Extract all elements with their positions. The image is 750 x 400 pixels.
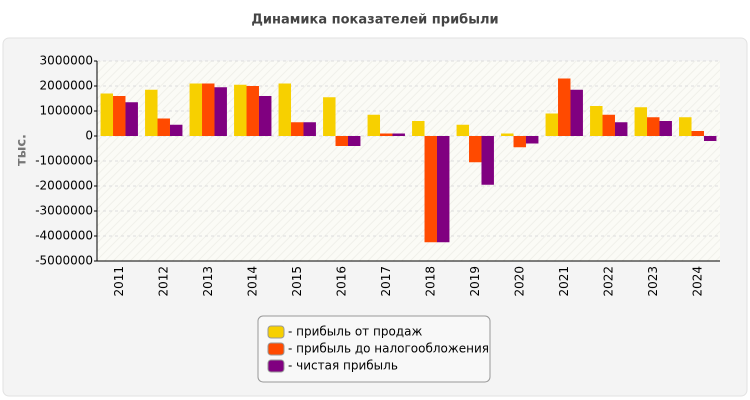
x-tick-label: 2015 bbox=[290, 266, 304, 297]
bar bbox=[347, 136, 361, 146]
bar bbox=[380, 133, 393, 136]
bar bbox=[570, 89, 583, 136]
y-tick-label: -1000000 bbox=[35, 154, 93, 168]
y-tick-label: -4000000 bbox=[35, 229, 93, 243]
bar bbox=[412, 121, 425, 136]
x-tick-label: 2018 bbox=[423, 266, 437, 297]
bar bbox=[214, 87, 227, 136]
bar bbox=[525, 136, 539, 144]
bar bbox=[278, 83, 292, 136]
bar bbox=[392, 133, 405, 136]
bar bbox=[614, 122, 628, 136]
bar bbox=[590, 106, 603, 136]
x-tick-label: 2021 bbox=[557, 266, 571, 297]
bar bbox=[323, 97, 336, 136]
legend-swatch bbox=[267, 325, 285, 339]
y-tick-label: -3000000 bbox=[35, 204, 93, 218]
chart-title: Динамика показателей прибыли bbox=[251, 13, 498, 28]
bar bbox=[335, 136, 348, 146]
bar bbox=[145, 89, 158, 136]
bar bbox=[469, 136, 482, 163]
legend-label: - прибыль от продаж bbox=[288, 325, 422, 339]
bar bbox=[157, 118, 170, 136]
bar bbox=[202, 83, 215, 136]
bar bbox=[169, 124, 183, 136]
y-tick-label: -2000000 bbox=[35, 179, 93, 193]
y-tick-label: -5000000 bbox=[35, 254, 93, 268]
bar bbox=[424, 136, 437, 243]
bar bbox=[367, 114, 381, 136]
bar bbox=[436, 136, 450, 243]
x-tick-label: 2023 bbox=[646, 266, 660, 297]
legend-label: - прибыль до налогообложения bbox=[288, 342, 489, 356]
bar bbox=[558, 78, 571, 136]
x-tick-label: 2014 bbox=[245, 266, 259, 297]
x-tick-label: 2013 bbox=[201, 266, 215, 297]
bar bbox=[647, 117, 660, 136]
x-tick-label: 2019 bbox=[468, 266, 482, 297]
legend-swatch bbox=[267, 359, 285, 373]
bar bbox=[125, 102, 138, 136]
bar bbox=[691, 131, 704, 136]
x-tick-label: 2022 bbox=[601, 266, 615, 297]
bar bbox=[189, 83, 203, 136]
bar bbox=[602, 114, 615, 136]
bar bbox=[501, 133, 514, 136]
bar bbox=[703, 136, 717, 141]
bar bbox=[291, 122, 304, 136]
x-tick-label: 2020 bbox=[512, 266, 526, 297]
x-tick-label: 2016 bbox=[334, 266, 348, 297]
legend bbox=[257, 315, 491, 383]
bar bbox=[513, 136, 526, 148]
bar bbox=[545, 113, 559, 136]
bar bbox=[234, 84, 247, 136]
legend-swatch bbox=[267, 342, 285, 356]
x-tick-label: 2024 bbox=[690, 266, 704, 297]
bar bbox=[100, 93, 114, 136]
x-tick-label: 2011 bbox=[112, 266, 126, 297]
y-tick-label: 3000000 bbox=[40, 54, 93, 68]
legend-label: - чистая прибыль bbox=[288, 359, 398, 373]
bar bbox=[456, 124, 470, 136]
y-tick-label: 1000000 bbox=[40, 104, 93, 118]
bar bbox=[246, 86, 259, 136]
x-tick-label: 2017 bbox=[379, 266, 393, 297]
x-tick-label: 2012 bbox=[156, 266, 170, 297]
bar bbox=[481, 136, 494, 185]
y-tick-label: 2000000 bbox=[40, 79, 93, 93]
bar bbox=[303, 122, 316, 136]
y-axis-label: тыс. bbox=[15, 134, 30, 166]
bar bbox=[113, 96, 126, 136]
bar bbox=[679, 117, 692, 136]
y-tick-label: 0 bbox=[85, 129, 93, 143]
bar bbox=[659, 121, 672, 136]
bar bbox=[258, 96, 272, 136]
bar bbox=[634, 107, 648, 136]
